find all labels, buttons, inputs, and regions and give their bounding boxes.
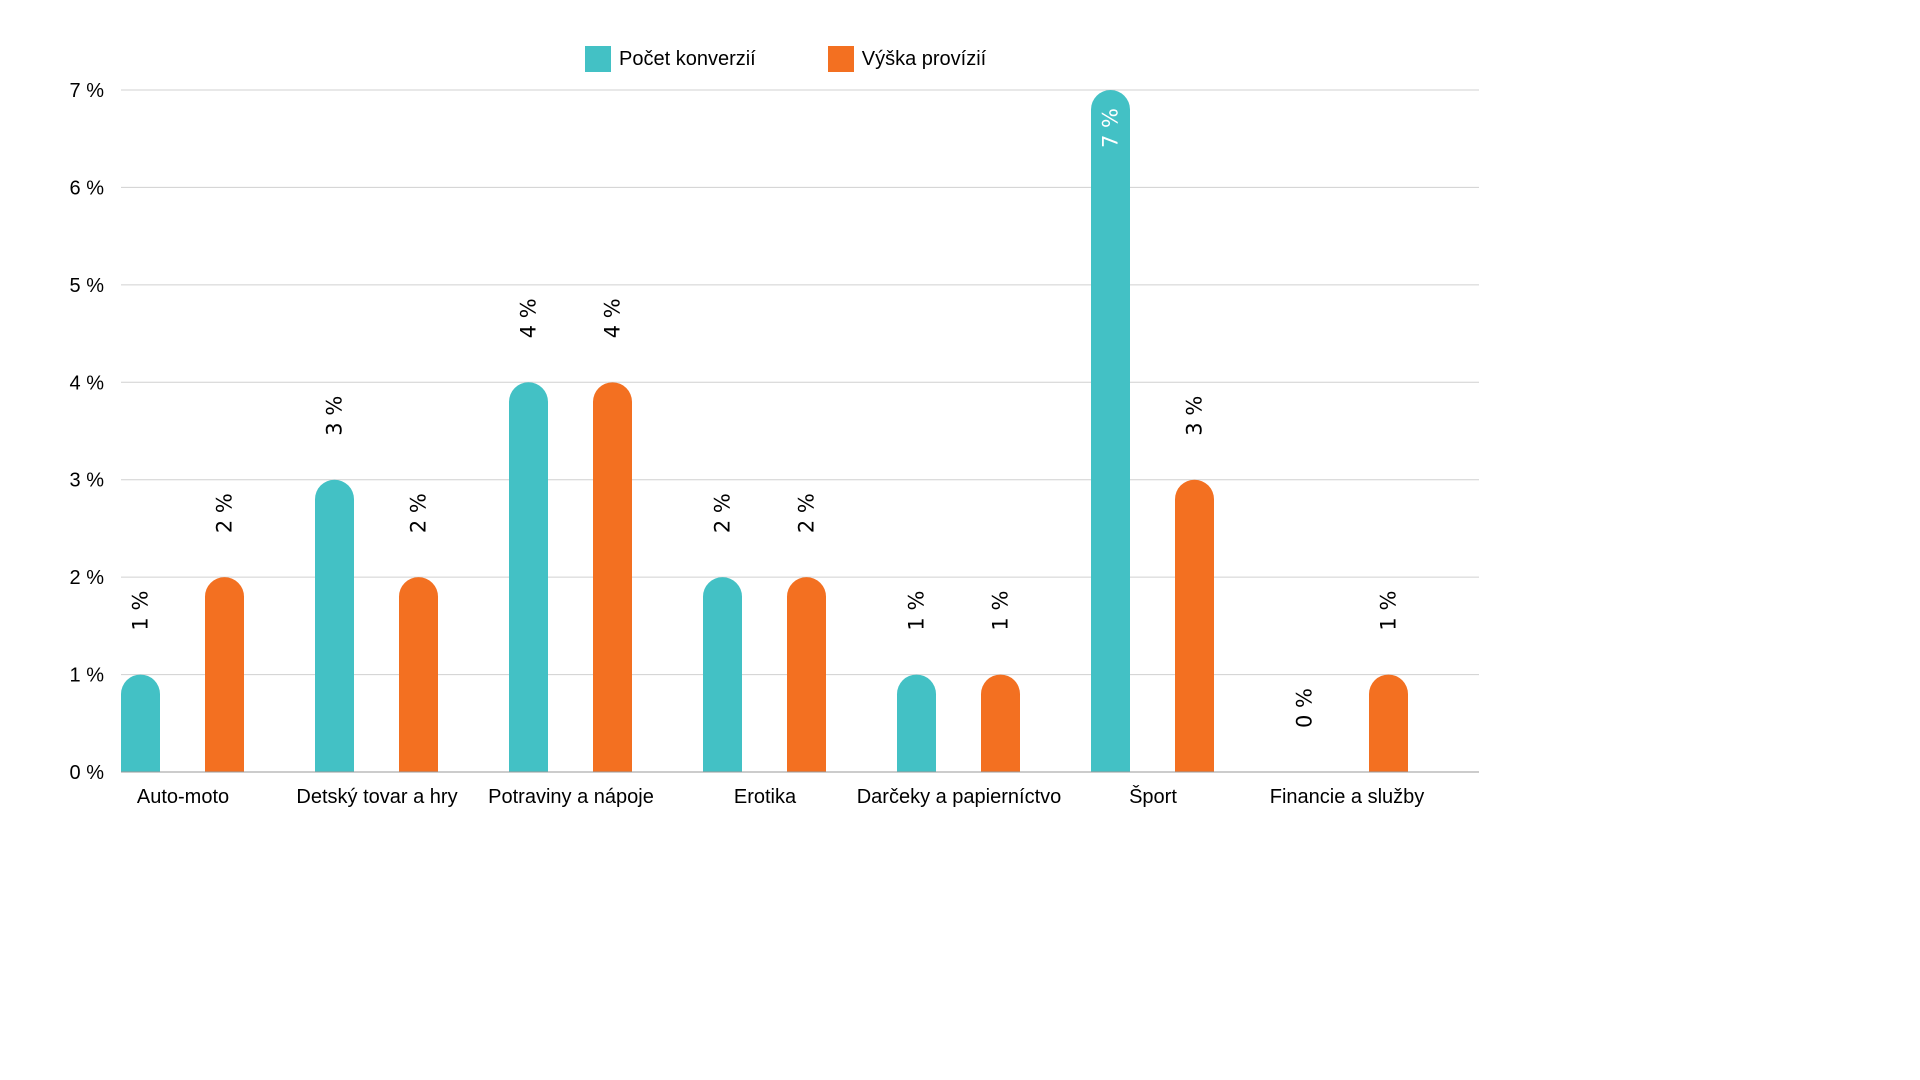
x-tick-label: Darčeky a papierníctvo <box>857 786 1062 808</box>
data-label: 2 % <box>711 493 735 533</box>
data-label: 3 % <box>323 396 347 436</box>
legend-item-conversions[interactable]: Počet konverzií <box>585 46 756 72</box>
data-label: 4 % <box>601 298 625 338</box>
bar-commissions <box>787 577 826 772</box>
x-tick-label: Potraviny a nápoje <box>488 786 654 808</box>
legend-label: Počet konverzií <box>619 47 756 70</box>
x-tick-label: Auto-moto <box>137 786 229 808</box>
data-label: 1 % <box>1377 591 1401 631</box>
legend-label: Výška provízií <box>861 47 987 70</box>
data-label: 7 % <box>1099 108 1123 148</box>
data-label: 3 % <box>1183 396 1207 436</box>
data-label: 2 % <box>213 493 237 533</box>
bar-conversions <box>121 674 160 772</box>
data-label: 1 % <box>905 591 929 631</box>
bar-conversions <box>1091 90 1130 772</box>
data-label: 4 % <box>517 298 541 338</box>
bar-commissions <box>981 674 1020 772</box>
legend-swatch <box>585 46 611 72</box>
y-tick-label: 4 % <box>70 372 105 394</box>
y-tick-label: 1 % <box>70 665 105 687</box>
x-tick-label: Financie a služby <box>1270 786 1425 808</box>
bar-commissions <box>593 382 632 772</box>
legend-swatch <box>827 46 854 72</box>
y-tick-label: 3 % <box>70 470 105 492</box>
legend-item-commissions[interactable]: Výška provízií <box>827 46 987 72</box>
data-label: 0 % <box>1293 688 1317 728</box>
bar-commissions <box>399 577 438 772</box>
bar-chart: 0 % 1 % 2 % 3 % 4 % 5 % 6 % 7 % Auto-moto 1 % 2 % D… <box>70 80 1479 808</box>
legend: Počet konverzií Výška provízií <box>585 46 1058 72</box>
bar-commissions <box>1369 674 1408 772</box>
y-tick-label: 7 % <box>70 80 105 102</box>
x-tick-label: Šport <box>1129 785 1177 808</box>
y-tick-label: 0 % <box>70 762 105 784</box>
bar-commissions <box>205 577 244 772</box>
bar-commissions <box>1175 479 1214 772</box>
data-label: 1 % <box>989 591 1013 631</box>
bar-conversions <box>315 479 354 772</box>
x-tick-label: Detský tovar a hry <box>296 786 457 808</box>
bar-conversions <box>509 382 548 772</box>
bar-conversions <box>897 674 936 772</box>
data-label: 1 % <box>129 591 153 631</box>
y-tick-label: 2 % <box>70 567 105 589</box>
x-tick-label: Erotika <box>734 786 797 808</box>
y-tick-label: 5 % <box>70 275 105 297</box>
y-tick-label: 6 % <box>70 177 105 199</box>
data-label: 2 % <box>407 493 431 533</box>
bar-conversions <box>703 577 742 772</box>
data-label: 2 % <box>795 493 819 533</box>
